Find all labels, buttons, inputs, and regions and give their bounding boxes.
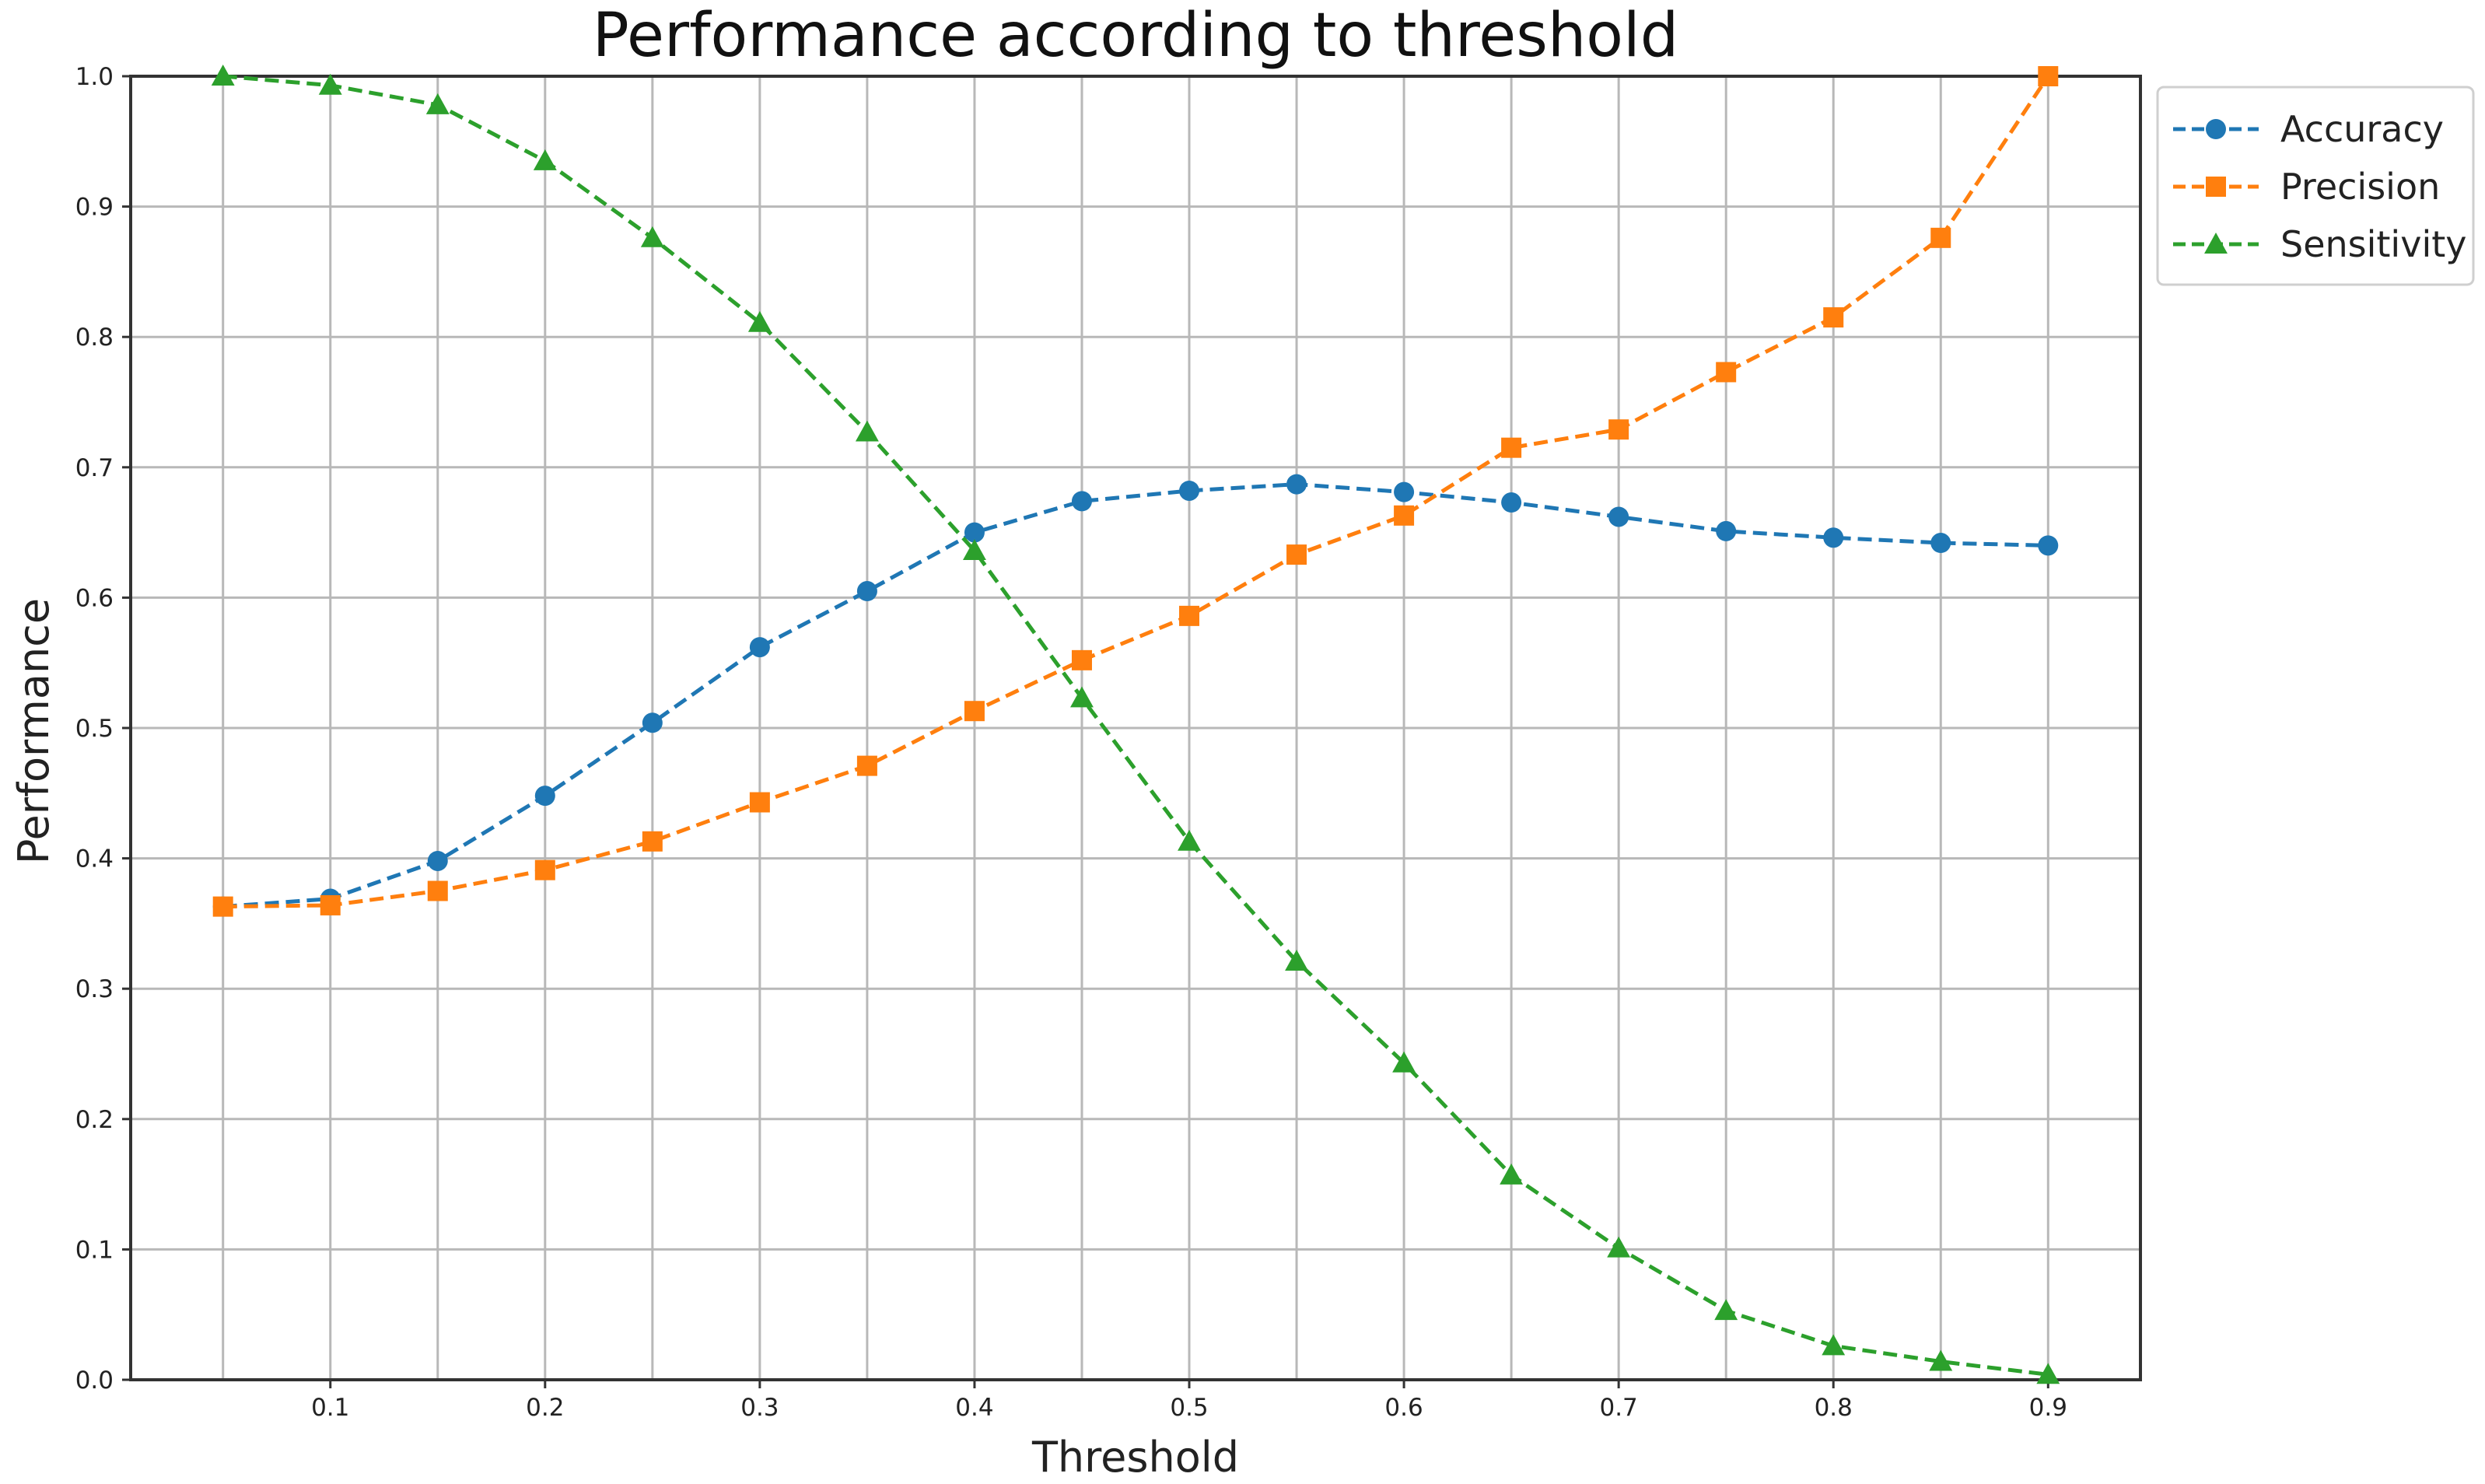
series-line-sensitivity <box>222 74 2049 1377</box>
series-line-accuracy <box>222 482 2049 909</box>
y-tick-label: 0.4 <box>75 845 114 873</box>
data-point-sensitivity <box>640 226 664 247</box>
data-point-accuracy <box>642 712 663 733</box>
plot-area: 0.1 0.2 0.3 0.4 0.5 0.6 0.7 0.8 0.9 0.0 0.1 0.2 0.3 0… <box>75 63 2142 1422</box>
legend-label-accuracy: Accuracy <box>2280 108 2444 150</box>
data-point-precision <box>427 880 448 901</box>
x-tick-label: 0.7 <box>1599 1394 1637 1422</box>
data-point-sensitivity <box>1392 1051 1416 1073</box>
data-point-precision <box>1716 362 1737 383</box>
data-point-sensitivity <box>1500 1163 1524 1185</box>
y-tick-label: 0.5 <box>75 715 114 743</box>
y-tick-label: 0.1 <box>75 1236 114 1264</box>
data-point-precision <box>642 831 663 852</box>
y-tick-label: 0.3 <box>75 975 114 1003</box>
data-point-accuracy <box>1930 533 1951 554</box>
data-point-precision <box>1501 437 1522 458</box>
data-point-sensitivity <box>425 93 450 114</box>
data-point-accuracy <box>427 850 448 871</box>
data-point-accuracy <box>856 581 877 602</box>
data-point-sensitivity <box>747 310 772 332</box>
legend-marker-precision <box>2206 177 2226 197</box>
data-point-precision <box>1930 227 1951 248</box>
data-point-accuracy <box>749 637 770 658</box>
y-tick-label: 0.6 <box>75 584 114 612</box>
data-point-sensitivity <box>1607 1236 1631 1258</box>
y-tick-label: 0.2 <box>75 1106 114 1134</box>
x-tick-label: 0.8 <box>1815 1394 1853 1422</box>
data-point-precision <box>1608 419 1629 440</box>
data-point-accuracy <box>1716 520 1737 541</box>
data-point-sensitivity <box>1822 1334 1846 1356</box>
data-point-sensitivity <box>211 65 235 86</box>
data-point-precision <box>1071 649 1092 670</box>
data-point-precision <box>534 859 555 880</box>
data-point-accuracy <box>1071 491 1092 512</box>
y-tick-label: 1.0 <box>75 63 114 91</box>
data-point-sensitivity <box>1929 1349 1953 1371</box>
x-tick-label: 0.6 <box>1384 1394 1423 1422</box>
data-point-precision <box>2038 66 2059 86</box>
x-tick-label: 0.3 <box>740 1394 779 1422</box>
data-point-accuracy <box>534 786 555 807</box>
data-point-accuracy <box>1394 481 1415 502</box>
x-tick-label: 0.9 <box>2029 1394 2067 1422</box>
data-point-precision <box>964 701 985 722</box>
y-axis-label: Performance <box>9 598 58 864</box>
y-tick-label: 0.8 <box>75 324 114 352</box>
data-point-sensitivity <box>1714 1299 1738 1321</box>
data-point-sensitivity <box>855 420 879 442</box>
legend-label-precision: Precision <box>2280 166 2440 208</box>
x-tick-label: 0.1 <box>311 1394 349 1422</box>
data-point-precision <box>749 792 770 813</box>
y-tick-label: 0.7 <box>75 454 114 482</box>
legend-marker-accuracy <box>2206 119 2226 139</box>
data-point-precision <box>856 755 877 776</box>
series-line-precision <box>222 75 2050 909</box>
data-point-accuracy <box>2038 535 2059 556</box>
x-tick-label: 0.5 <box>1170 1394 1208 1422</box>
data-point-sensitivity <box>2036 1363 2060 1384</box>
data-point-precision <box>1179 605 1200 626</box>
x-axis-label: Threshold <box>1031 1433 1239 1482</box>
x-tick-label: 0.4 <box>955 1394 993 1422</box>
data-point-accuracy <box>1179 480 1200 501</box>
y-tick-label: 0.0 <box>75 1367 114 1395</box>
data-point-sensitivity <box>533 149 557 170</box>
data-point-precision <box>1286 544 1307 565</box>
x-tick-label: 0.2 <box>526 1394 564 1422</box>
data-point-precision <box>1823 307 1844 328</box>
data-point-precision <box>320 894 341 915</box>
data-point-accuracy <box>1823 527 1844 548</box>
data-point-sensitivity <box>1070 686 1094 708</box>
data-point-sensitivity <box>1285 950 1309 971</box>
data-point-precision <box>1394 505 1415 526</box>
legend: Accuracy Precision Sensitivity <box>2156 86 2475 286</box>
chart-title: Performance according to threshold <box>593 1 1678 71</box>
data-point-sensitivity <box>318 73 342 95</box>
legend-box <box>2156 86 2475 286</box>
data-point-sensitivity <box>962 539 986 561</box>
legend-label-sensitivity: Sensitivity <box>2280 223 2466 265</box>
data-point-accuracy <box>1501 492 1522 513</box>
y-tick-label: 0.9 <box>75 194 114 222</box>
legend-marker-sensitivity <box>2204 233 2228 254</box>
data-point-precision <box>212 896 233 917</box>
data-point-sensitivity <box>1178 829 1201 851</box>
data-point-accuracy <box>964 522 985 543</box>
data-point-accuracy <box>1286 474 1307 495</box>
data-point-accuracy <box>1608 506 1629 527</box>
